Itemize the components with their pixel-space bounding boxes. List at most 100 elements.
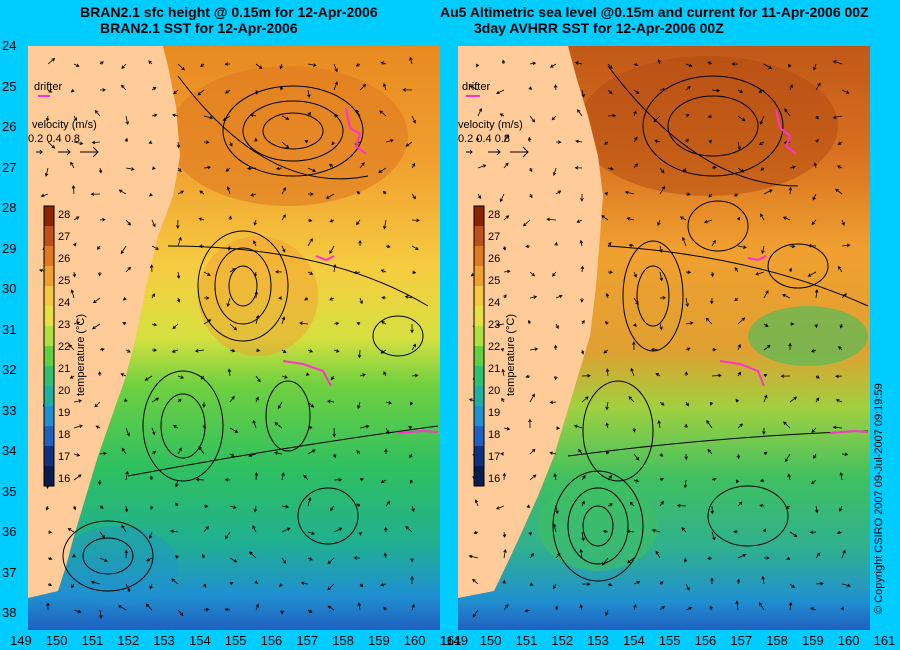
current-arrow (125, 266, 131, 273)
current-arrow (172, 323, 179, 330)
current-arrow (405, 141, 413, 147)
lon-tick-label: 150 (45, 633, 68, 648)
current-arrow (73, 63, 80, 67)
current-arrow (359, 477, 364, 482)
current-arrow (815, 82, 821, 91)
lon-tick-label: 159 (802, 633, 824, 648)
current-arrow (815, 115, 819, 120)
current-arrow (735, 398, 739, 403)
current-arrow (553, 84, 558, 91)
current-arrow (683, 557, 688, 563)
colorbar-segment (474, 406, 484, 427)
current-arrow (72, 505, 77, 511)
current-arrow (411, 162, 416, 169)
current-arrow (659, 167, 665, 174)
current-arrow (281, 349, 287, 354)
colorbar-tick-label: 26 (488, 253, 500, 265)
current-arrow (357, 349, 362, 359)
current-arrow (681, 527, 687, 533)
current-arrow (737, 141, 741, 151)
current-arrow (73, 141, 84, 146)
current-arrow (633, 62, 639, 67)
current-arrow (71, 185, 76, 195)
current-arrow (99, 531, 106, 539)
current-arrow (125, 427, 130, 437)
current-arrow (659, 323, 663, 331)
current-arrow (607, 582, 613, 587)
current-arrow (410, 575, 414, 585)
current-arrow (503, 604, 509, 611)
current-arrow (734, 297, 739, 302)
current-arrow (333, 321, 340, 326)
velocity-legend-label: velocity (m/s) (458, 119, 523, 131)
current-arrow (327, 557, 335, 565)
current-arrow (385, 139, 394, 143)
current-arrow (737, 115, 746, 122)
current-arrow (581, 89, 585, 98)
current-arrow (708, 140, 713, 144)
current-arrow (67, 528, 75, 533)
current-arrow (325, 193, 335, 199)
current-arrow (307, 192, 314, 196)
current-arrow (555, 426, 561, 430)
current-arrow (474, 499, 479, 507)
current-arrow (502, 531, 507, 538)
current-arrow (706, 420, 713, 429)
colorbar-segment (44, 386, 54, 407)
current-arrow (307, 531, 316, 535)
current-arrow (500, 348, 505, 352)
lat-tick-label: 31 (2, 321, 17, 337)
current-arrow (125, 219, 131, 226)
current-arrow (300, 581, 309, 586)
current-arrow (580, 349, 585, 355)
right-map-panel: drifter velocity (m/s) 0.2 0.4 0.8 28 27 2… (458, 46, 870, 630)
current-arrow (549, 400, 557, 405)
current-arrow (203, 607, 210, 612)
current-arrow (503, 269, 511, 274)
current-arrow (581, 474, 586, 481)
current-arrow (626, 217, 635, 221)
current-arrow (761, 575, 765, 585)
current-arrow (307, 218, 313, 223)
current-arrow (46, 602, 50, 611)
current-arrow (837, 265, 843, 273)
current-arrow (551, 115, 557, 121)
current-arrow (737, 553, 747, 559)
current-arrow (736, 216, 741, 221)
colorbar-tick-label: 19 (58, 407, 70, 419)
current-arrow (124, 137, 129, 143)
current-arrow (125, 470, 129, 481)
current-arrow (711, 165, 717, 170)
current-arrow (380, 321, 387, 325)
current-arrow (574, 61, 583, 65)
velocity-legend-values: 0.2 0.4 0.8 (28, 133, 80, 145)
current-arrow (499, 193, 505, 203)
current-arrow (655, 550, 661, 559)
current-arrow (787, 473, 791, 481)
current-arrow (47, 141, 56, 149)
lat-tick-label: 37 (2, 564, 17, 580)
lat-tick-label: 34 (2, 443, 17, 458)
current-arrow (177, 190, 185, 195)
current-arrow (707, 61, 713, 65)
current-arrow (703, 219, 713, 224)
current-arrow (815, 552, 821, 559)
current-arrow (254, 137, 258, 143)
current-arrow (307, 349, 314, 353)
current-arrow (503, 294, 507, 299)
current-arrow (176, 141, 181, 149)
current-arrow (654, 139, 661, 144)
current-arrow (229, 582, 234, 586)
current-arrow (529, 474, 537, 481)
current-arrow (681, 236, 687, 247)
current-arrow (198, 217, 205, 221)
colorbar-segment (44, 226, 54, 247)
current-arrow (200, 63, 205, 68)
current-arrow (91, 323, 101, 330)
current-arrow (810, 349, 817, 353)
current-arrow (813, 162, 818, 169)
current-arrow (329, 297, 335, 301)
current-arrow (383, 606, 387, 611)
current-arrow (549, 63, 557, 68)
drifter-tracks (282, 107, 439, 434)
